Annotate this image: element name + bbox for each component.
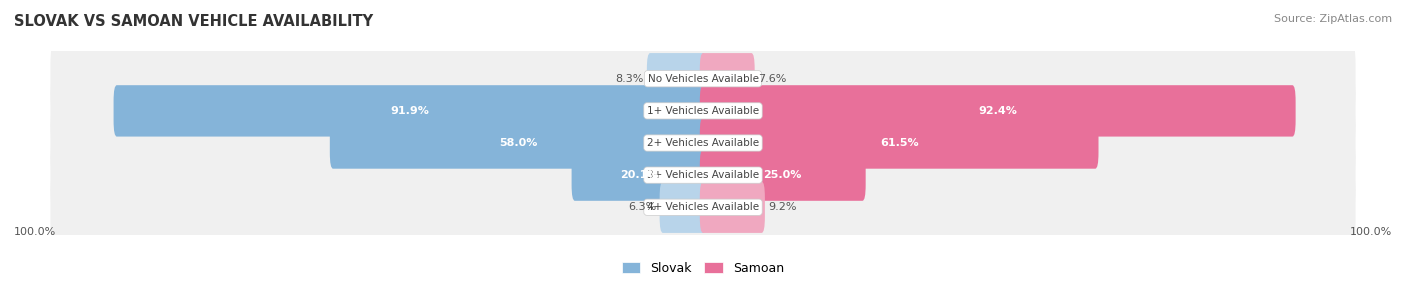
Text: 100.0%: 100.0%: [1350, 227, 1392, 237]
FancyBboxPatch shape: [572, 149, 706, 201]
Text: 7.6%: 7.6%: [758, 74, 786, 84]
Text: No Vehicles Available: No Vehicles Available: [648, 74, 758, 84]
FancyBboxPatch shape: [51, 72, 1355, 149]
Text: 61.5%: 61.5%: [880, 138, 918, 148]
FancyBboxPatch shape: [700, 85, 1295, 137]
Text: 2+ Vehicles Available: 2+ Vehicles Available: [647, 138, 759, 148]
FancyBboxPatch shape: [114, 85, 706, 137]
Text: 25.0%: 25.0%: [763, 170, 801, 180]
Text: 100.0%: 100.0%: [14, 227, 56, 237]
FancyBboxPatch shape: [51, 104, 1355, 182]
FancyBboxPatch shape: [51, 40, 1355, 117]
Text: 3+ Vehicles Available: 3+ Vehicles Available: [647, 170, 759, 180]
Text: 6.3%: 6.3%: [628, 202, 657, 212]
Text: 58.0%: 58.0%: [499, 138, 537, 148]
Text: 92.4%: 92.4%: [979, 106, 1017, 116]
Legend: Slovak, Samoan: Slovak, Samoan: [617, 257, 789, 279]
Text: 9.2%: 9.2%: [768, 202, 797, 212]
FancyBboxPatch shape: [330, 117, 706, 169]
FancyBboxPatch shape: [700, 182, 765, 233]
Text: 20.1%: 20.1%: [620, 170, 658, 180]
FancyBboxPatch shape: [659, 182, 706, 233]
Text: 4+ Vehicles Available: 4+ Vehicles Available: [647, 202, 759, 212]
FancyBboxPatch shape: [647, 53, 706, 104]
Text: SLOVAK VS SAMOAN VEHICLE AVAILABILITY: SLOVAK VS SAMOAN VEHICLE AVAILABILITY: [14, 14, 373, 29]
FancyBboxPatch shape: [51, 137, 1355, 214]
Text: 91.9%: 91.9%: [391, 106, 429, 116]
FancyBboxPatch shape: [700, 117, 1098, 169]
Text: 1+ Vehicles Available: 1+ Vehicles Available: [647, 106, 759, 116]
Text: 8.3%: 8.3%: [616, 74, 644, 84]
FancyBboxPatch shape: [51, 169, 1355, 246]
Text: Source: ZipAtlas.com: Source: ZipAtlas.com: [1274, 14, 1392, 24]
FancyBboxPatch shape: [700, 53, 755, 104]
FancyBboxPatch shape: [700, 149, 866, 201]
